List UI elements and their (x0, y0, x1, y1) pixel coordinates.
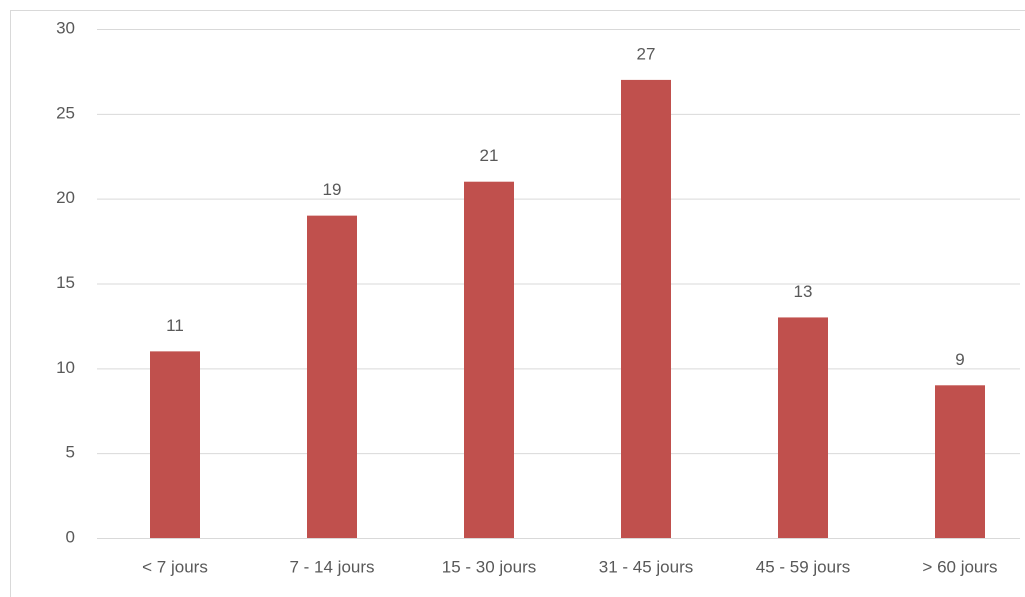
chart-border (10, 10, 1025, 597)
y-tick-label: 25 (56, 103, 75, 122)
bar (935, 385, 985, 538)
data-label: 19 (323, 180, 342, 199)
y-tick-label: 30 (56, 18, 75, 37)
data-label: 21 (480, 146, 499, 165)
bar (621, 79, 671, 539)
y-tick-label: 15 (56, 273, 75, 292)
x-tick-label: 31 - 45 jours (599, 557, 694, 576)
y-tick-label: 10 (56, 358, 75, 377)
y-tick-label: 5 (66, 443, 75, 462)
data-label: 13 (794, 282, 813, 301)
bar (307, 215, 357, 538)
y-tick-label: 20 (56, 188, 75, 207)
bar (778, 317, 828, 538)
x-tick-label: < 7 jours (142, 557, 208, 576)
x-tick-label: 45 - 59 jours (756, 557, 851, 576)
data-label: 27 (637, 44, 656, 63)
x-tick-label: 15 - 30 jours (442, 557, 537, 576)
data-label: 9 (955, 350, 964, 369)
bar (464, 181, 514, 538)
x-tick-label: > 60 jours (922, 557, 997, 576)
data-label: 11 (166, 316, 184, 335)
y-tick-label: 0 (66, 527, 75, 546)
bar (150, 351, 200, 538)
x-tick-label: 7 - 14 jours (289, 557, 374, 576)
